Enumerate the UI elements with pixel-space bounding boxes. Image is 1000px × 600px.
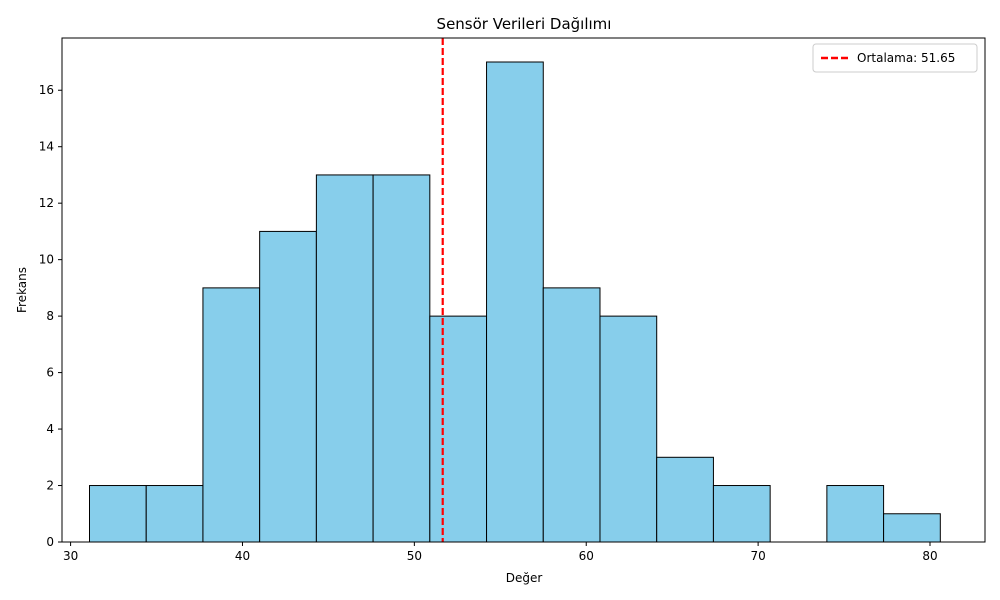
- bars-group: [89, 61, 941, 543]
- histogram-bar: [202, 287, 261, 543]
- histogram-bar: [826, 485, 885, 543]
- x-tick-label: 30: [63, 549, 78, 563]
- x-axis-ticks: 30 40 50 60 70 80: [63, 542, 938, 563]
- histogram-bar: [145, 485, 204, 543]
- histogram-bar: [656, 456, 714, 543]
- histogram-bar: [89, 485, 147, 543]
- y-axis-label: Frekans: [15, 267, 29, 313]
- x-tick-label: 70: [750, 549, 765, 563]
- y-tick-label: 16: [39, 83, 54, 97]
- y-tick-label: 0: [46, 535, 54, 549]
- y-tick-label: 2: [46, 479, 54, 493]
- histogram-bar: [315, 174, 374, 543]
- plot-frame: [61, 37, 986, 543]
- histogram-bar: [486, 61, 544, 543]
- histogram-bar: [542, 287, 601, 543]
- histogram-bar: [599, 315, 658, 543]
- y-tick-label: 14: [39, 140, 54, 154]
- x-axis-label: Değer: [506, 571, 543, 585]
- histogram-bar: [372, 174, 431, 543]
- x-tick-label: 50: [407, 549, 422, 563]
- x-tick-label: 40: [235, 549, 250, 563]
- y-tick-label: 12: [39, 196, 54, 210]
- x-tick-label: 80: [922, 549, 937, 563]
- y-tick-label: 10: [39, 253, 54, 267]
- legend-entry-mean: Ortalama: 51.65: [857, 51, 955, 65]
- legend: Ortalama: 51.65: [812, 43, 978, 73]
- histogram-bar: [712, 485, 771, 543]
- y-tick-label: 4: [46, 422, 54, 436]
- histogram-bar: [259, 230, 317, 543]
- legend-box: [812, 43, 978, 73]
- x-tick-label: 60: [579, 549, 594, 563]
- y-tick-label: 6: [46, 366, 54, 380]
- y-tick-label: 8: [46, 309, 54, 323]
- chart-title: Sensör Verileri Dağılımı: [437, 15, 612, 33]
- y-axis-ticks: 0 2 4 6 8 10 12 14 16: [39, 83, 62, 549]
- histogram-bar: [883, 513, 941, 543]
- histogram-bar: [429, 315, 488, 543]
